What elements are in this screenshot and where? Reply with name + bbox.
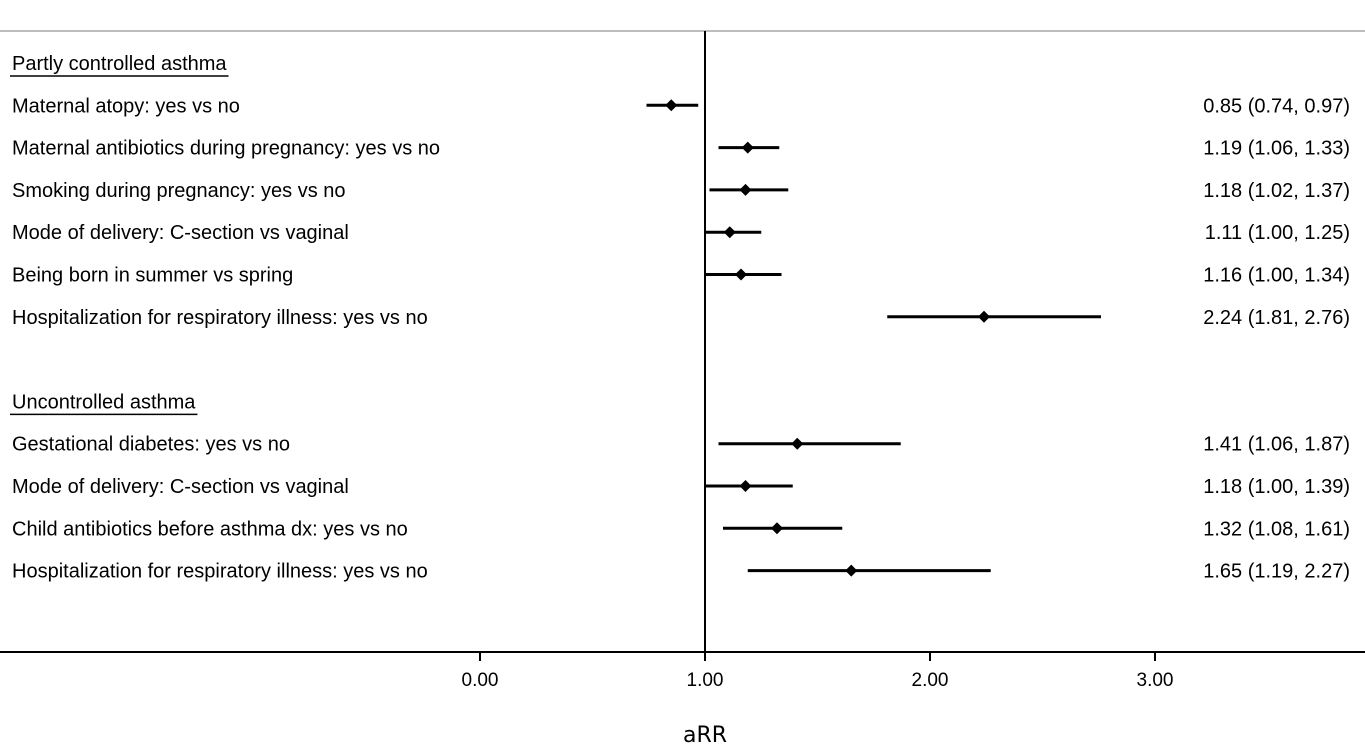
forest-rows: Partly controlled asthma Maternal atopy: … [10, 53, 1350, 583]
row-label: Smoking during pregnancy: yes vs no [12, 180, 346, 202]
estimate-text: 1.41 (1.06, 1.87) [1203, 434, 1350, 456]
x-tick-label: 0.00 [462, 670, 499, 691]
estimate-text: 1.32 (1.08, 1.61) [1203, 518, 1350, 540]
row-label: Child antibiotics before asthma dx: yes … [12, 518, 408, 540]
row-label: Maternal antibiotics during pregnancy: y… [12, 138, 440, 160]
estimate-text: 1.65 (1.19, 2.27) [1203, 561, 1350, 583]
row-label: Gestational diabetes: yes vs no [12, 434, 290, 456]
group-title: Partly controlled asthma [12, 53, 227, 75]
row-label: Hospitalization for respiratory illness:… [12, 307, 428, 329]
estimate-text: 2.24 (1.81, 2.76) [1203, 307, 1350, 329]
x-tick-label: 1.00 [687, 670, 724, 691]
row-label: Mode of delivery: C-section vs vaginal [12, 222, 349, 244]
x-axis-ticks: 0.00 1.00 2.00 3.00 [462, 652, 1174, 691]
estimate-text: 1.11 (1.00, 1.25) [1205, 222, 1350, 244]
estimate-text: 0.85 (0.74, 0.97) [1203, 95, 1350, 117]
x-tick-label: 3.00 [1137, 670, 1174, 691]
point-estimate-marker [845, 564, 858, 577]
point-estimate-marker [739, 183, 752, 196]
x-tick-label: 2.00 [912, 670, 949, 691]
estimate-text: 1.18 (1.02, 1.37) [1203, 180, 1350, 202]
point-estimate-marker [723, 226, 736, 239]
row-label: Being born in summer vs spring [12, 265, 293, 287]
point-estimate-marker [735, 268, 747, 281]
point-estimate-marker [741, 141, 754, 154]
estimate-text: 1.18 (1.00, 1.39) [1203, 476, 1350, 498]
group-title: Uncontrolled asthma [12, 391, 196, 413]
row-label: Mode of delivery: C-section vs vaginal [12, 476, 349, 498]
estimate-text: 1.16 (1.00, 1.34) [1203, 265, 1350, 287]
point-estimate-marker [791, 437, 804, 450]
row-label: Maternal atopy: yes vs no [12, 95, 240, 117]
row-label: Hospitalization for respiratory illness:… [12, 561, 428, 583]
point-estimate-marker [665, 99, 678, 112]
point-estimate-marker [739, 480, 752, 492]
x-axis-title: aRR [683, 723, 727, 748]
estimate-text: 1.19 (1.06, 1.33) [1203, 138, 1350, 160]
point-estimate-marker [978, 310, 990, 323]
point-estimate-marker [771, 522, 783, 535]
